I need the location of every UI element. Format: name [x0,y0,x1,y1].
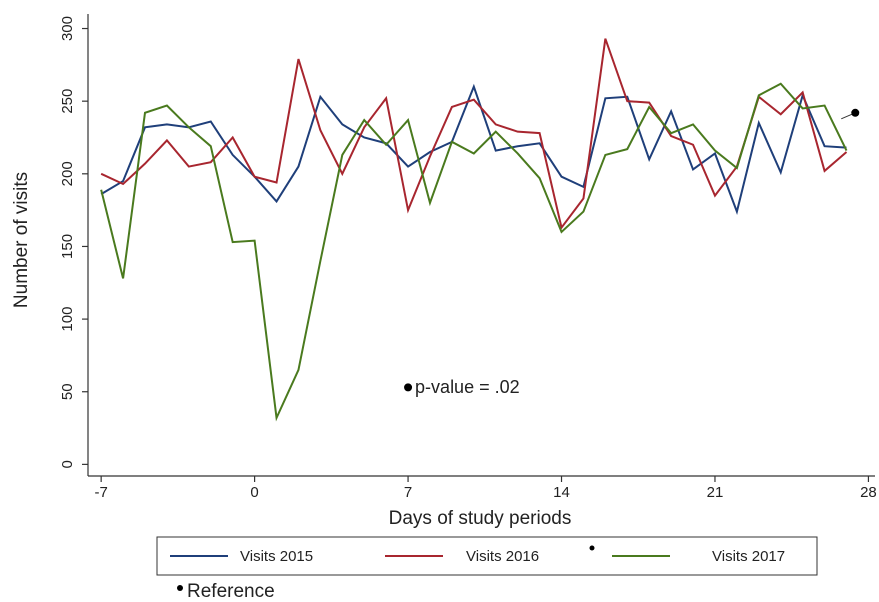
x-axis-label: Days of study periods [389,508,572,529]
reference-point [851,108,860,117]
legend-box [156,536,818,576]
y-tick-label: 50 [59,383,76,400]
series-line [100,83,847,215]
y-tick-label: 250 [59,89,76,114]
series-line [100,38,848,230]
reference-legend-dot [177,585,183,591]
y-tick-label: 100 [59,307,76,332]
y-tick-label: 200 [59,161,76,186]
x-tick-label: 28 [860,484,877,501]
y-tick-label: 300 [59,16,76,41]
x-tick-label: 7 [404,484,412,501]
x-tick-label: -7 [94,484,107,501]
x-tick-label: 0 [250,484,258,501]
annotation-text: p-value = .02 [415,377,520,397]
y-axis-label: Number of visits [11,172,32,308]
x-tick-label: 21 [707,484,724,501]
legend-label: Visits 2015 [240,548,313,565]
legend-label: Visits 2016 [466,548,539,565]
y-tick-label: 150 [59,234,76,259]
annotation-point [404,383,413,392]
y-tick-label: 0 [59,460,76,468]
x-tick-label: 14 [553,484,570,501]
legend-reference-dot [589,545,595,551]
legend-label: Visits 2017 [712,548,785,565]
series-line [100,82,848,422]
reference-legend-label: Reference [187,581,275,602]
